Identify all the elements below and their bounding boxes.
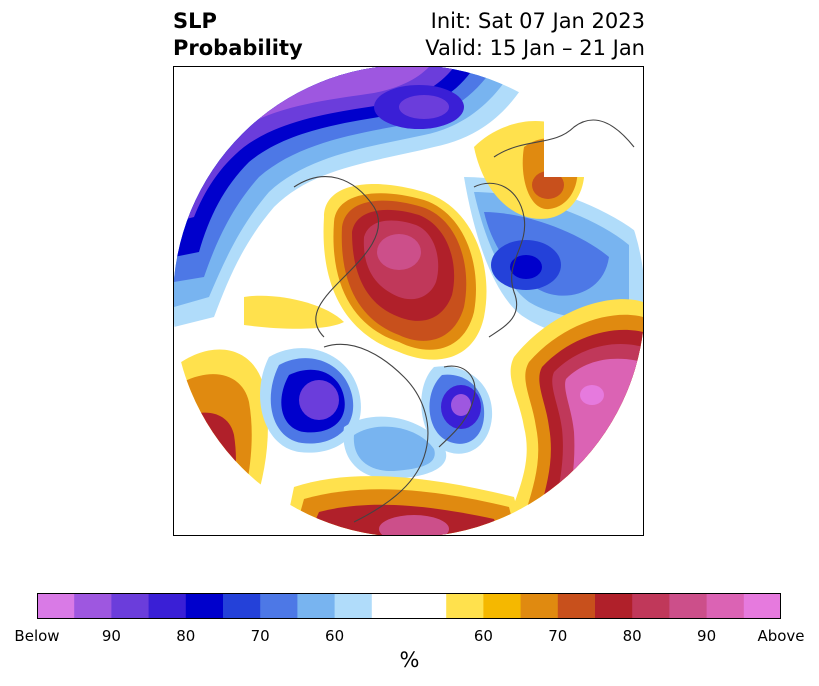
colorbar-segment bbox=[37, 593, 75, 619]
probability-field bbox=[174, 67, 643, 535]
above-region-pacific bbox=[244, 295, 344, 329]
colorbar-segment bbox=[111, 593, 150, 619]
map-panel bbox=[173, 66, 644, 536]
colorbar bbox=[37, 593, 781, 619]
colorbar-tick-labels: Below 90 80 70 60 60 70 80 90 Above bbox=[0, 627, 819, 647]
colorbar-segment bbox=[483, 593, 522, 619]
colorbar-segment bbox=[260, 593, 298, 619]
colorbar-segment bbox=[223, 593, 261, 619]
colorbar-segment bbox=[371, 593, 410, 619]
valid-range: Valid: 15 Jan – 21 Jan bbox=[425, 36, 645, 60]
colorbar-segment bbox=[409, 593, 447, 619]
above-core-arctic bbox=[377, 234, 421, 270]
date-info: Init: Sat 07 Jan 2023 Valid: 15 Jan – 21… bbox=[425, 8, 645, 62]
above-region-west-pacific bbox=[174, 374, 252, 535]
init-date: Init: Sat 07 Jan 2023 bbox=[430, 9, 645, 33]
chart-title: SLP Probability bbox=[173, 8, 303, 62]
colorbar-segment bbox=[297, 593, 336, 619]
colorbar-segment bbox=[632, 593, 670, 619]
colorbar-segment bbox=[743, 593, 781, 619]
above-core-south-us bbox=[379, 515, 449, 535]
colorbar-segment bbox=[446, 593, 484, 619]
colorbar-tick-label: 90 bbox=[101, 627, 121, 645]
colorbar-segment bbox=[185, 593, 224, 619]
below-core-labrador bbox=[451, 394, 471, 416]
above-region-atlantic bbox=[564, 358, 643, 527]
colorbar-segment bbox=[595, 593, 633, 619]
below-region-north-america bbox=[353, 426, 435, 472]
below-core-alaska bbox=[299, 380, 339, 420]
colorbar-segment bbox=[520, 593, 559, 619]
below-core-europe bbox=[510, 255, 542, 279]
colorbar-tick-label: 60 bbox=[473, 627, 493, 645]
colorbar-tick-label: 70 bbox=[548, 627, 568, 645]
colorbar-segment bbox=[74, 593, 112, 619]
colorbar-tick-label: 80 bbox=[176, 627, 196, 645]
title-line-1: SLP bbox=[173, 9, 217, 33]
above-core-atlantic bbox=[580, 385, 604, 405]
above-core-russia bbox=[532, 171, 564, 199]
colorbar-unit: % bbox=[399, 648, 420, 672]
colorbar-tick-label: 90 bbox=[697, 627, 717, 645]
colorbar-tick-label: Below bbox=[14, 627, 60, 645]
title-line-2: Probability bbox=[173, 36, 303, 60]
colorbar-tick-label: 70 bbox=[250, 627, 270, 645]
colorbar-segment bbox=[148, 593, 187, 619]
probability-map bbox=[174, 67, 643, 535]
below-core-scandinavia bbox=[399, 95, 449, 119]
coastlines bbox=[293, 119, 635, 523]
colorbar-tick-label: Above bbox=[757, 627, 805, 645]
colorbar-segment bbox=[706, 593, 745, 619]
colorbar-tick-label: 60 bbox=[325, 627, 345, 645]
above-region-west-pacific bbox=[174, 412, 236, 535]
colorbar-segment bbox=[334, 593, 373, 619]
colorbar-tick-label: 80 bbox=[622, 627, 642, 645]
colorbar-segment bbox=[557, 593, 596, 619]
colorbar-border bbox=[37, 593, 781, 619]
colorbar-segment bbox=[669, 593, 708, 619]
